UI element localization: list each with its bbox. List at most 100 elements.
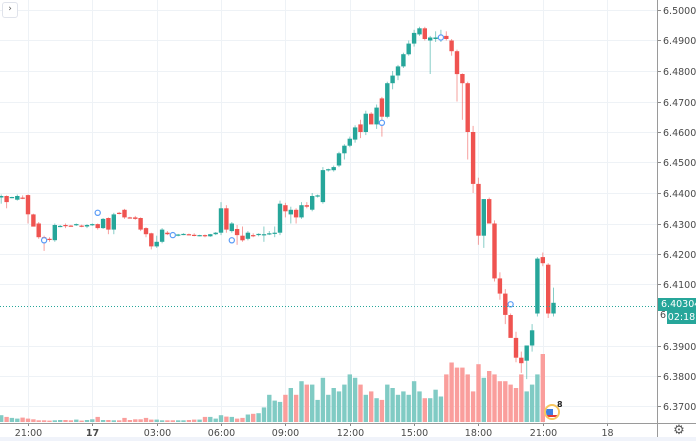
- candle: [288, 206, 293, 224]
- event-marker-icon[interactable]: [228, 237, 235, 244]
- candle: [111, 212, 116, 235]
- candle: [208, 233, 213, 237]
- chart-settings-button[interactable]: ⚙: [671, 423, 687, 439]
- candle: [117, 211, 122, 215]
- volume-bar: [401, 391, 406, 422]
- candle: [68, 225, 74, 227]
- price-axis-label: 6.39000: [663, 342, 696, 353]
- volume-bar: [529, 384, 535, 422]
- event-marker-icon[interactable]: [437, 34, 445, 41]
- candle: [224, 205, 229, 233]
- volume-bar: [106, 420, 111, 422]
- candle: [315, 194, 320, 198]
- volume-bar: [315, 399, 320, 422]
- collapse-sidebar-button[interactable]: ›: [2, 2, 18, 18]
- time-axis-label: 12:00: [337, 428, 364, 439]
- candle: [256, 233, 261, 237]
- volume-bar: [481, 377, 486, 422]
- volume-bar: [331, 388, 336, 422]
- volume-bar: [379, 399, 385, 422]
- volume-bar: [63, 420, 68, 422]
- candle: [234, 225, 240, 245]
- volume-bar: [428, 398, 433, 422]
- candle: [106, 217, 111, 235]
- volume-bar: [336, 391, 342, 422]
- price-axis-label: 6.44000: [663, 189, 696, 200]
- candle: [165, 231, 170, 236]
- volume-bar: [503, 381, 508, 422]
- price-axis-label: 6.48000: [663, 67, 696, 78]
- volume-bar: [138, 419, 143, 422]
- time-axis-label: 21:00: [15, 428, 42, 439]
- candle: [470, 125, 476, 193]
- candle: [444, 31, 449, 41]
- volume-bar: [218, 415, 224, 422]
- event-marker-icon[interactable]: [169, 231, 176, 239]
- volume-bar: [15, 418, 20, 422]
- price-axis-label: 6.47000: [663, 98, 696, 109]
- time-axis-label: 21:00: [530, 428, 557, 439]
- gear-icon: ⚙: [673, 423, 685, 438]
- volume-bar: [272, 400, 277, 422]
- volume-bar: [363, 394, 368, 422]
- volume-bar: [406, 394, 411, 422]
- volume-bar: [352, 377, 358, 422]
- volume-bar: [519, 374, 524, 422]
- volume-bar: [36, 420, 41, 422]
- candle: [122, 208, 127, 219]
- candle: [546, 263, 551, 318]
- volume-bar: [111, 420, 116, 422]
- event-count-badge: 8: [557, 400, 563, 409]
- candle: [143, 227, 149, 238]
- candle: [465, 81, 470, 160]
- event-marker-icon[interactable]: [94, 209, 101, 216]
- candle: [551, 287, 556, 317]
- candle: [52, 223, 57, 242]
- candle: [229, 222, 234, 233]
- volume-bar: [31, 419, 36, 422]
- volume-bar: [433, 389, 438, 422]
- volume-bar: [288, 388, 293, 422]
- volume-bar: [234, 418, 240, 422]
- candle: [363, 110, 368, 136]
- volume-bar: [100, 420, 106, 422]
- volume-bar: [358, 384, 363, 422]
- volume-bar: [385, 384, 390, 422]
- candle: [454, 49, 460, 102]
- price-axis-label: 6.46000: [663, 128, 696, 139]
- candle: [524, 345, 529, 380]
- volume-bar: [95, 416, 100, 422]
- volume-bar: [326, 394, 331, 422]
- volume-bar: [293, 394, 299, 422]
- last-price-tag: 6.40304: [658, 298, 696, 311]
- price-axis-label: 6.49000: [663, 36, 696, 47]
- event-marker-icon[interactable]: [378, 119, 386, 127]
- volume-bar: [133, 419, 138, 422]
- candle: [20, 195, 25, 200]
- volume-bar: [256, 413, 261, 422]
- volume-bar: [277, 401, 283, 422]
- candle: [342, 144, 347, 160]
- event-marker-icon[interactable]: [40, 237, 48, 244]
- time-axis-label: 15:00: [401, 428, 428, 439]
- volume-bar: [417, 391, 422, 422]
- volume-bar: [68, 420, 74, 422]
- volume-bar: [90, 419, 95, 422]
- candle: [352, 125, 358, 143]
- volume-bar: [524, 391, 529, 422]
- volume-bar: [465, 374, 470, 422]
- economic-event-flag-icon[interactable]: [544, 404, 560, 420]
- time-axis-label: 18:00: [465, 428, 492, 439]
- candle: [374, 104, 379, 129]
- candle: [58, 225, 63, 228]
- volume-bar: [52, 420, 57, 422]
- candle: [385, 81, 390, 119]
- volume-bar: [20, 417, 25, 422]
- volume-bar: [192, 419, 197, 422]
- candle: [245, 231, 251, 241]
- volume-bar: [181, 420, 186, 422]
- volume-bar: [454, 367, 460, 422]
- candle: [0, 194, 4, 204]
